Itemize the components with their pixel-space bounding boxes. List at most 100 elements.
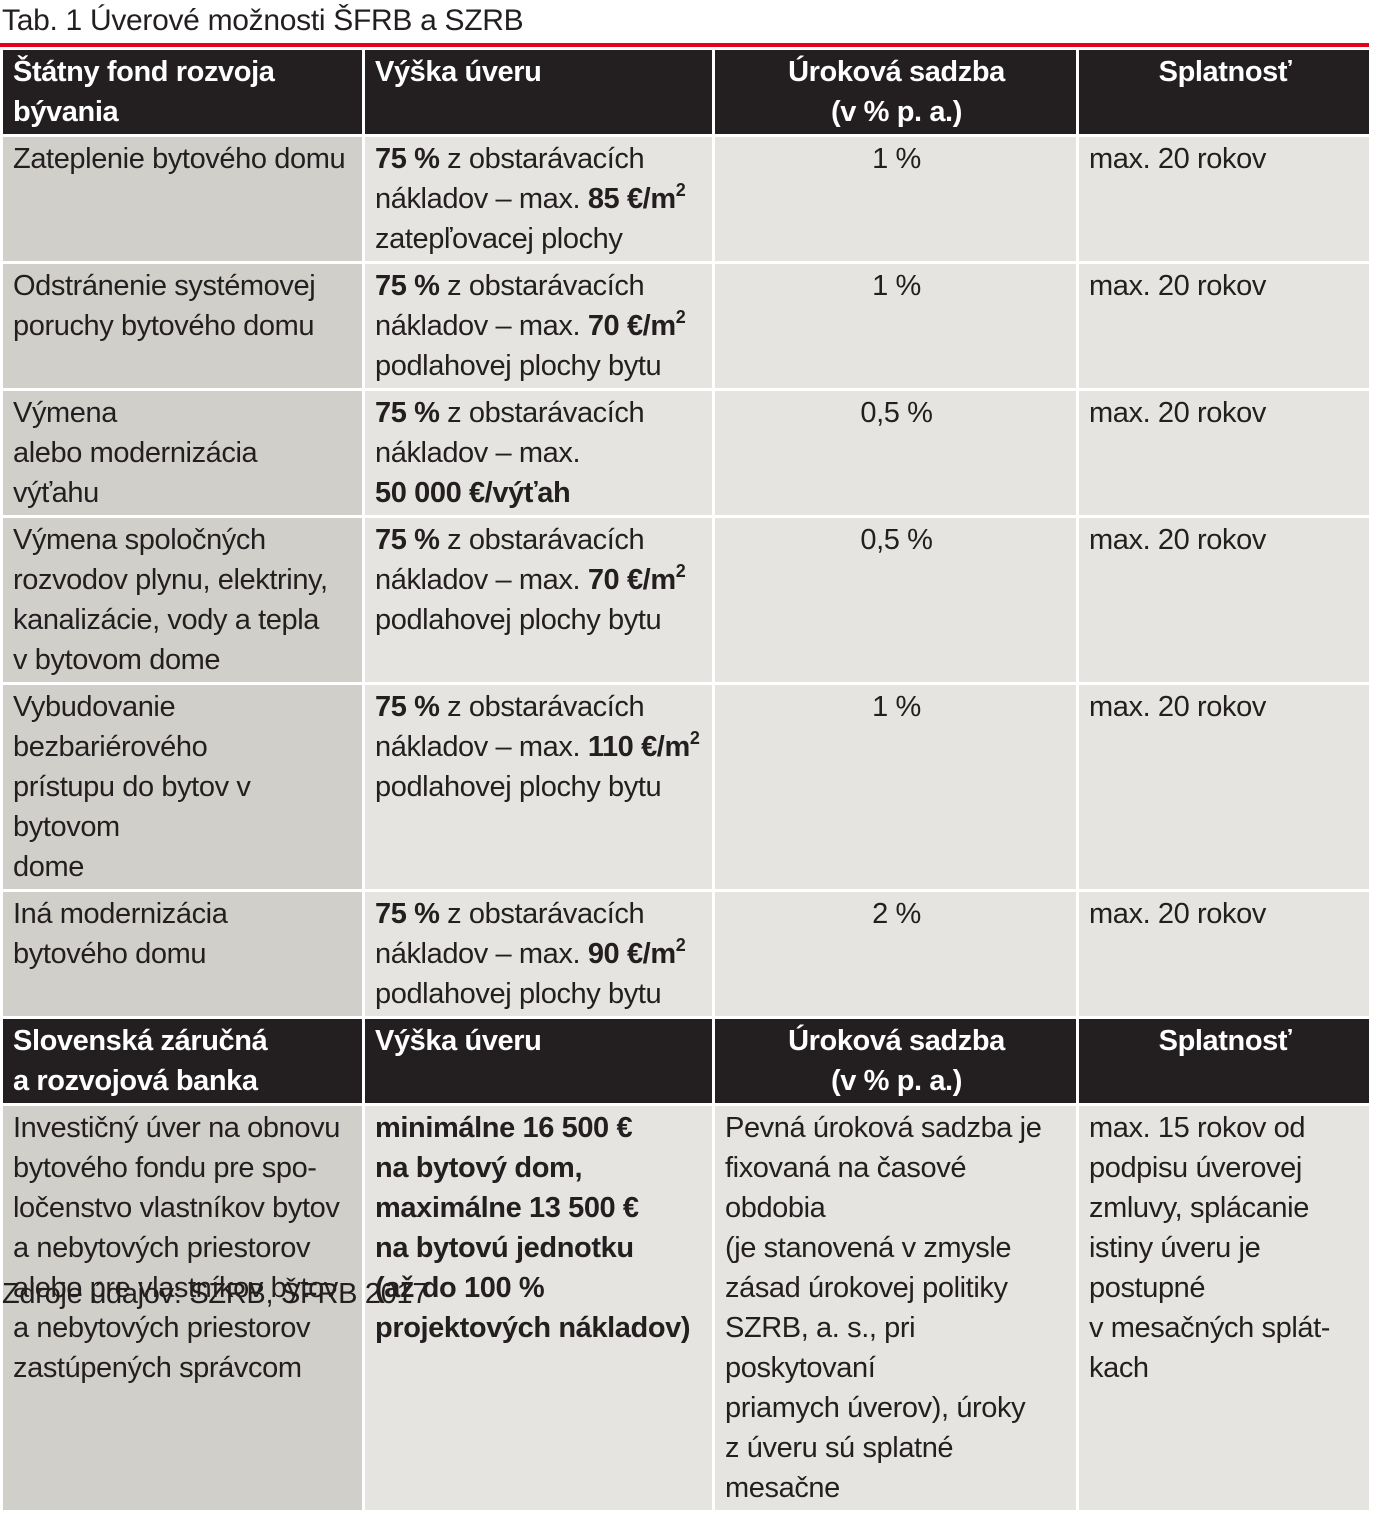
purpose-cell: Výmena spoločných rozvodov plynu, elektri… [0,515,365,685]
purpose-cell-line: poruchy bytového domu [13,310,315,342]
amount-cap: 70 €/m [587,310,676,342]
amount-text: podlahovej plochy bytu [375,604,662,636]
header-interest-rate-line: Úroková sadzba [788,56,1005,88]
loan-options-table: Štátny fond rozvoja bývania Výška úveru Úro… [0,47,1372,1513]
maturity-cell: max. 20 rokov [1076,515,1372,685]
interest-rate-cell-line: (je stanovená v zmysle [725,1232,1012,1264]
purpose-cell-line: ločenstvo vlastníkov bytov [13,1192,340,1224]
purpose-cell-line: Odstránenie systémovej [13,270,316,302]
header-institution: Slovenská záručná a rozvojová banka [0,1016,365,1106]
amount-text: podlahovej plochy bytu [375,771,662,803]
interest-rate-cell: 1 % [712,682,1079,892]
amount-text: z obstarávacích [439,691,645,723]
amount-text: z obstarávacích [439,524,645,556]
purpose-cell-line: kanalizácie, vody a tepla [13,604,319,636]
header-row: Štátny fond rozvoja bývania Výška úveru Úro… [0,47,1372,137]
superscript: 2 [689,728,700,748]
amount-text: z obstarávacích [439,270,645,302]
interest-rate-cell: 1 % [712,261,1079,391]
purpose-cell-line: a nebytových priestorov [13,1232,311,1264]
amount-text: podlahovej plochy bytu [375,350,662,382]
purpose-cell-line: alebo pre vlastníkov bytov [13,1272,338,1304]
purpose-cell-line: Výmena spoločných [13,524,266,556]
purpose-cell-line: rozvodov plynu, elektriny, [13,564,328,596]
purpose-cell-line: prístupu do bytov v bytovom [13,771,251,843]
amount-text: nákladov – max. [375,310,588,342]
purpose-cell-line: bytového domu [13,938,207,970]
superscript: 2 [675,561,686,581]
table-row: Výmena alebo modernizácia výťahu 75 % z obs… [0,388,1372,518]
header-interest-rate-line: (v % p. a.) [831,1065,962,1097]
amount-cell: 75 % z obstarávacích nákladov – max. 90 €… [362,889,715,1019]
amount-text: nákladov – max. [375,938,588,970]
table-row: Zateplenie bytového domu 75 % z obstaráva… [0,134,1372,264]
interest-rate-cell-line: SZRB, a. s., pri poskytovaní [725,1312,916,1384]
amount-percent: 75 % [375,898,440,930]
purpose-cell-line: v bytovom dome [13,644,221,676]
amount-cell-line: na bytový dom, [375,1152,583,1184]
interest-rate-cell: Pevná úroková sadzba je fixovaná na časov… [712,1103,1079,1513]
purpose-cell-line: Zateplenie bytového domu [13,143,346,175]
purpose-cell: Vybudovanie bezbariérového prístupu do by… [0,682,365,892]
amount-percent: 75 % [375,397,440,429]
amount-text: z obstarávacích [439,397,645,429]
amount-cap: 110 €/m [587,731,690,763]
interest-rate-cell-line: Pevná úroková sadzba je [725,1112,1042,1144]
interest-rate-cell: 1 % [712,134,1079,264]
maturity-cell-line: zmluvy, splácanie [1089,1192,1309,1224]
purpose-cell-line: zastúpených správcom [13,1352,302,1384]
header-maturity: Splatnosť [1076,47,1372,137]
interest-rate-cell: 0,5 % [712,388,1079,518]
amount-cap: 50 000 €/výťah [375,477,571,509]
table-caption: Tab. 1 Úverové možnosti ŠFRB a SZRB [2,4,524,37]
amount-cell-line: na bytovú jednotku [375,1232,634,1264]
purpose-cell-line: výťahu [13,477,99,509]
table-row: Vybudovanie bezbariérového prístupu do by… [0,682,1372,892]
amount-cell: 75 % z obstarávacích nákladov – max. 70 €… [362,261,715,391]
purpose-cell-line: Vybudovanie bezbariérového [13,691,208,763]
source-note: Zdroje údajov: SZRB, ŠFRB 2017 [2,1278,429,1310]
amount-percent: 75 % [375,524,440,556]
interest-rate-cell: 2 % [712,889,1079,1019]
purpose-cell: Iná modernizácia bytového domu [0,889,365,1019]
amount-cap: 85 €/m [587,183,676,215]
purpose-cell-line: bytového fondu pre spo- [13,1152,317,1184]
header-institution-line: bývania [13,96,119,128]
table-row: Odstránenie systémovej poruchy bytového d… [0,261,1372,391]
interest-rate-cell-line: fixovaná na časové obdobia [725,1152,967,1224]
amount-text: nákladov – max. [375,437,581,469]
purpose-cell-line: Investičný úver na obnovu [13,1112,340,1144]
maturity-cell: max. 15 rokov od podpisu úverovej zmluvy, … [1076,1103,1372,1513]
interest-rate-cell-line: priamych úverov), úroky [725,1392,1026,1424]
accent-rule [0,43,1369,47]
amount-cell: 75 % z obstarávacích nákladov – max. 85 €… [362,134,715,264]
maturity-cell-line: max. 15 rokov od [1089,1112,1306,1144]
header-interest-rate-line: Úroková sadzba [788,1025,1005,1057]
amount-text: z obstarávacích [439,898,645,930]
interest-rate-cell-line: zásad úrokovej politiky [725,1272,1008,1304]
amount-cap: 70 €/m [587,564,676,596]
header-interest-rate: Úroková sadzba (v % p. a.) [712,1016,1079,1106]
table-row: Výmena spoločných rozvodov plynu, elektri… [0,515,1372,685]
amount-text: nákladov – max. [375,731,588,763]
header-institution-line: Slovenská záručná [13,1025,268,1057]
header-amount: Výška úveru [362,1016,715,1106]
purpose-cell-line: a nebytových priestorov [13,1312,311,1344]
amount-cell: 75 % z obstarávacích nákladov – max. 50 00… [362,388,715,518]
amount-cell-line: maximálne 13 500 € [375,1192,639,1224]
maturity-cell: max. 20 rokov [1076,682,1372,892]
maturity-cell: max. 20 rokov [1076,889,1372,1019]
table-row: Iná modernizácia bytového domu 75 % z obst… [0,889,1372,1019]
amount-text: z obstarávacích [439,143,645,175]
amount-text: nákladov – max. [375,183,588,215]
amount-percent: 75 % [375,143,440,175]
purpose-cell: Odstránenie systémovej poruchy bytového d… [0,261,365,391]
header-maturity: Splatnosť [1076,1016,1372,1106]
maturity-cell: max. 20 rokov [1076,261,1372,391]
amount-cell: 75 % z obstarávacích nákladov – max. 110 … [362,682,715,892]
header-institution-line: Štátny fond rozvoja [13,56,275,88]
maturity-cell-line: postupné [1089,1272,1206,1304]
purpose-cell-line: alebo modernizácia [13,437,258,469]
purpose-cell-line: Výmena [13,397,117,429]
header-institution: Štátny fond rozvoja bývania [0,47,365,137]
